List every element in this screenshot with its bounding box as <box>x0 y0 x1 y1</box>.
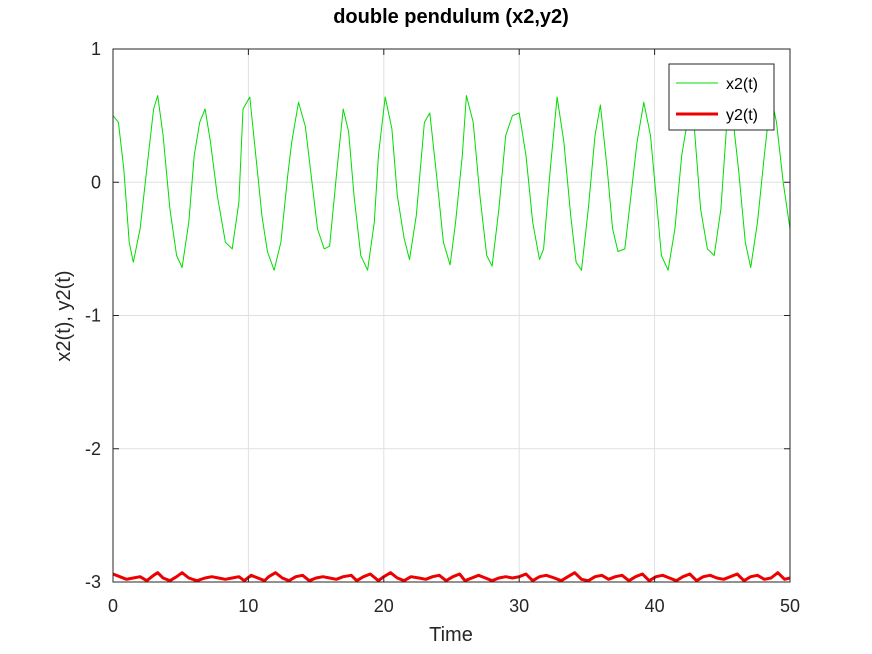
x-tick-label: 40 <box>645 596 665 616</box>
y-tick-label: -1 <box>85 306 101 326</box>
legend-label-y2: y2(t) <box>726 107 758 124</box>
x-tick-label: 10 <box>238 596 258 616</box>
x-tick-label: 50 <box>780 596 800 616</box>
legend-box <box>668 63 775 131</box>
ticks: 0 10 20 30 40 50 -3 -2 -1 0 1 <box>85 39 800 616</box>
legend-label-x2: x2(t) <box>726 76 758 93</box>
y-tick-label: 1 <box>91 39 101 59</box>
y-tick-label: 0 <box>91 172 101 192</box>
x-tick-label: 0 <box>108 596 118 616</box>
x-axis-label: Time <box>429 624 473 646</box>
x-tick-label: 30 <box>509 596 529 616</box>
legend: x2(t) y2(t) <box>668 63 775 131</box>
x-tick-label: 20 <box>374 596 394 616</box>
chart-title: double pendulum (x2,y2) <box>333 6 569 28</box>
series-line-x2 <box>112 95 791 271</box>
series-layer <box>112 95 791 583</box>
y-axis-label: x2(t), y2(t) <box>53 270 75 361</box>
y-tick-label: -3 <box>85 572 101 592</box>
y-tick-label: -2 <box>85 439 101 459</box>
series-line-y2 <box>112 571 791 583</box>
